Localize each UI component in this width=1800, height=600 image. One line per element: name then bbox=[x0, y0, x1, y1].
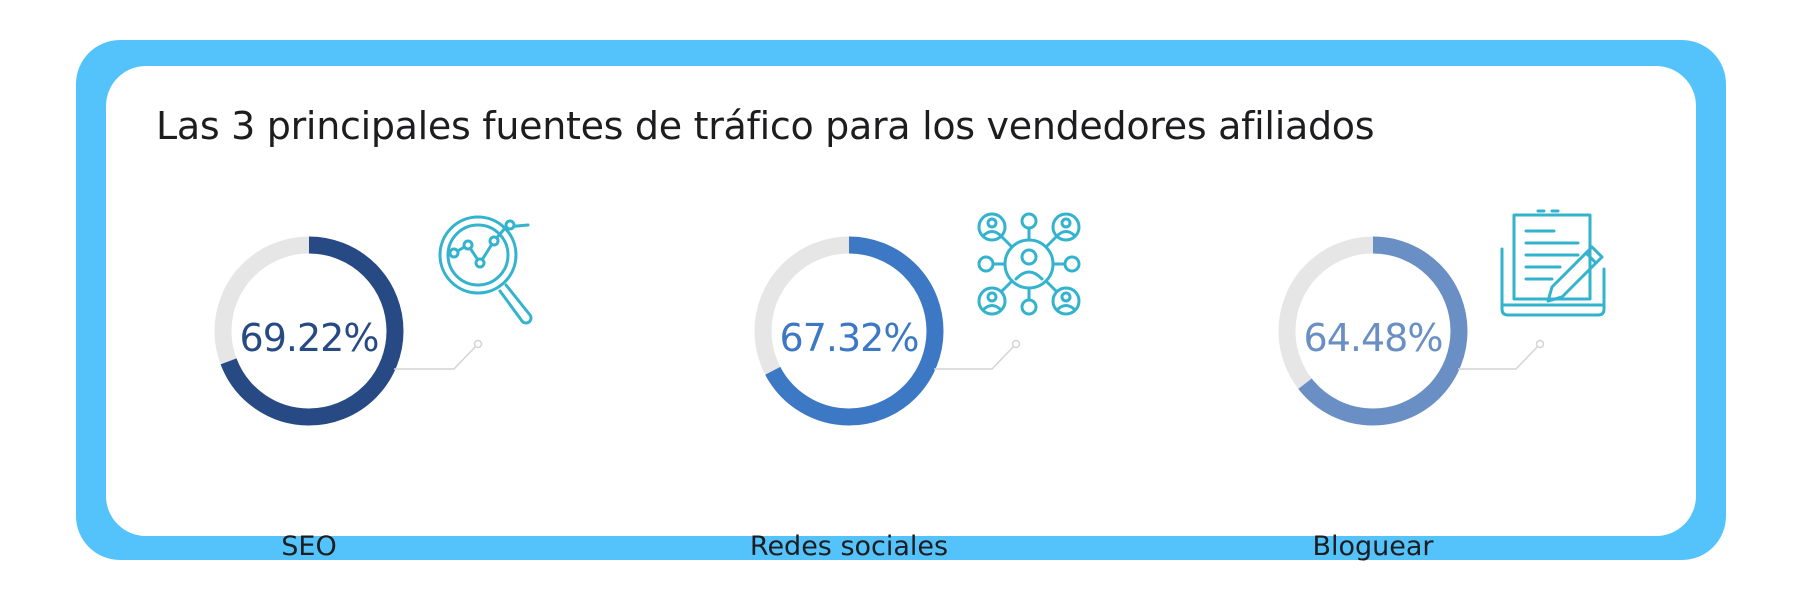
donut-chart-bloguear bbox=[1278, 236, 1545, 426]
category-label-bloguear: Bloguear bbox=[1312, 531, 1434, 562]
traffic-source-redes-sociales: 67.32% bbox=[726, 212, 1146, 562]
infographic-card: Las 3 principales fuentes de tráfico par… bbox=[106, 66, 1696, 562]
traffic-source-bloguear: 64.48% Bloguear bbox=[1250, 209, 1670, 562]
traffic-source-seo: 69.22% SEO bbox=[186, 215, 606, 562]
category-label-redes-sociales: Redes sociales bbox=[749, 531, 949, 562]
social-network-icon bbox=[977, 212, 1081, 316]
value-label-bloguear: 64.48% bbox=[1303, 316, 1444, 360]
category-label-seo: SEO bbox=[281, 531, 337, 562]
analytics-magnifier-icon bbox=[438, 215, 533, 325]
donut-arc-redes-sociales bbox=[754, 236, 944, 426]
blog-writing-icon bbox=[1500, 209, 1606, 317]
value-label-seo: 69.22% bbox=[239, 316, 380, 360]
donut-chart-seo bbox=[214, 236, 483, 426]
value-label-redes-sociales: 67.32% bbox=[779, 316, 920, 360]
donut-chart-redes-sociales bbox=[754, 236, 1021, 426]
chart-title: Las 3 principales fuentes de tráfico par… bbox=[156, 104, 1375, 148]
outer-frame: Las 3 principales fuentes de tráfico par… bbox=[76, 40, 1726, 562]
donut-arc-bloguear bbox=[1278, 236, 1468, 426]
donut-arc-seo bbox=[214, 236, 404, 426]
